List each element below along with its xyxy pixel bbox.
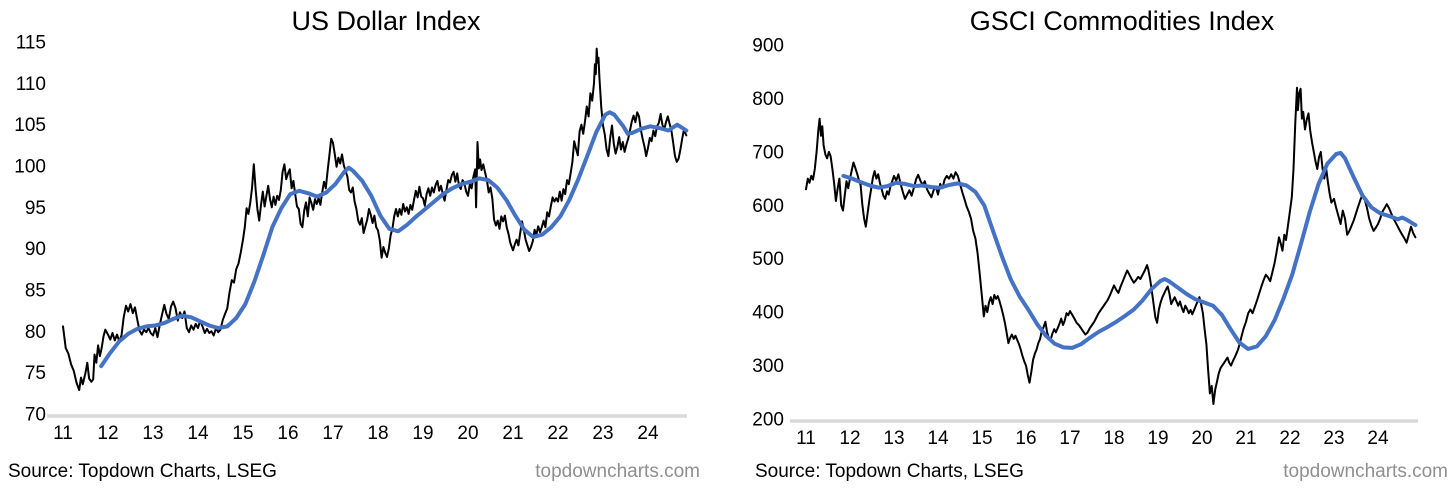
y-tick-label: 100 <box>14 157 46 178</box>
site-watermark: topdowncharts.com <box>1283 461 1448 482</box>
site-watermark: topdowncharts.com <box>535 461 700 482</box>
series-smoothed-moving-average <box>99 110 689 369</box>
x-tick-label: 11 <box>53 423 73 444</box>
x-tick-label: 24 <box>637 423 659 444</box>
x-tick-label: 12 <box>97 423 118 444</box>
x-tick-label: 18 <box>367 423 388 444</box>
x-tick-label: 19 <box>412 423 433 444</box>
series-gsci-commodities-index <box>805 86 1417 405</box>
gsci-commodities-index-plot: 200 300 400 500 600 700 800 900 11 12 13 14 15 16 17 18… <box>752 36 1418 449</box>
y-tick-label: 75 <box>25 363 46 384</box>
x-tick-label: 14 <box>187 423 209 444</box>
x-tick-label: 13 <box>142 423 163 444</box>
y-tick-label: 300 <box>752 356 784 377</box>
x-tick-label: 23 <box>592 423 613 444</box>
x-tick-label: 23 <box>1323 428 1344 449</box>
chart-title: US Dollar Index <box>291 6 481 36</box>
chart-panel-gsci-commodities-index: GSCI Commodities Index 200 300 400 500 600 70… <box>728 0 1456 490</box>
x-tick-label: 22 <box>547 423 568 444</box>
y-tick-label: 115 <box>16 33 46 54</box>
chart-title: GSCI Commodities Index <box>969 6 1275 36</box>
y-tick-label: 600 <box>752 196 784 217</box>
series-smoothed-moving-average <box>841 150 1418 351</box>
x-tick-label: 16 <box>1015 428 1036 449</box>
y-tick-label: 700 <box>752 142 784 163</box>
x-tick-label: 20 <box>457 423 478 444</box>
x-tick-label: 15 <box>232 423 253 444</box>
y-tick-label: 800 <box>752 89 784 110</box>
chart-footer: Source: Topdown Charts, LSEG topdownchar… <box>728 461 1456 483</box>
x-tick-label: 20 <box>1191 428 1212 449</box>
y-tick-label: 70 <box>25 405 46 426</box>
chart-panel-us-dollar-index: US Dollar Index 70 75 80 85 90 95 100 105 110 115… <box>0 6 728 483</box>
x-tick-label: 18 <box>1103 428 1124 449</box>
y-tick-label: 200 <box>752 410 784 431</box>
x-tick-label: 12 <box>839 428 860 449</box>
y-tick-label: 500 <box>752 249 784 270</box>
x-tick-label: 16 <box>277 423 298 444</box>
x-tick-label: 13 <box>883 428 904 449</box>
y-tick-label: 110 <box>16 74 46 95</box>
y-tick-label: 900 <box>752 36 784 57</box>
source-label: Source: Topdown Charts, LSEG <box>8 461 277 482</box>
x-tick-label: 19 <box>1147 428 1168 449</box>
y-tick-label: 85 <box>25 281 46 302</box>
y-tick-label: 80 <box>25 322 46 343</box>
us-dollar-index-plot: 70 75 80 85 90 95 100 105 110 115 11 12 13 14 15 16 17 18… <box>14 33 689 444</box>
chart-footer: Source: Topdown Charts, LSEG topdownchar… <box>0 461 728 483</box>
x-tick-label: 22 <box>1279 428 1300 449</box>
x-tick-label: 17 <box>1059 428 1080 449</box>
x-tick-label: 21 <box>1235 428 1256 449</box>
x-tick-label: 17 <box>322 423 343 444</box>
x-tick-label: 14 <box>927 428 949 449</box>
x-tick-label: 15 <box>971 428 992 449</box>
x-tick-label: 21 <box>502 423 523 444</box>
y-tick-label: 95 <box>25 198 46 219</box>
x-tick-label: 11 <box>796 428 816 449</box>
y-tick-label: 400 <box>752 303 784 324</box>
series-us-dollar-index <box>62 47 688 391</box>
x-tick-label: 24 <box>1367 428 1389 449</box>
source-label: Source: Topdown Charts, LSEG <box>755 461 1024 482</box>
y-tick-label: 105 <box>14 115 46 136</box>
y-tick-label: 90 <box>25 239 46 260</box>
